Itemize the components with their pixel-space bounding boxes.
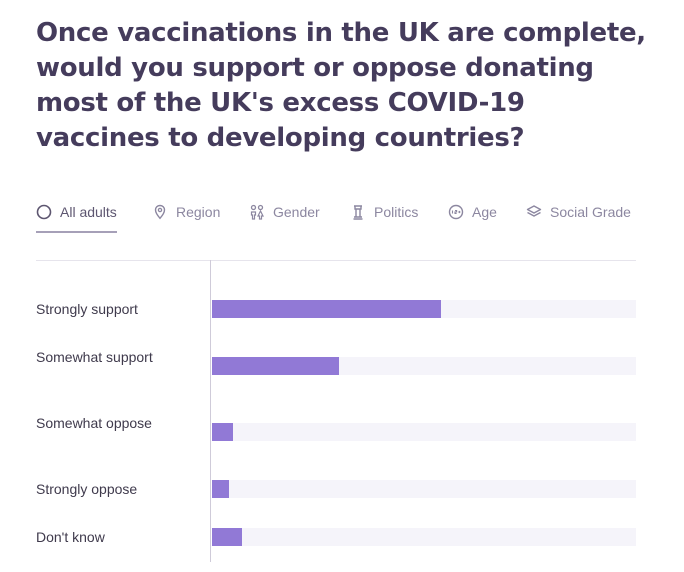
bar-track (212, 300, 636, 318)
gender-icon (249, 204, 265, 220)
tab-label: Region (176, 204, 221, 220)
bar (212, 357, 339, 375)
category-label: Somewhat oppose (36, 415, 152, 431)
age-icon (448, 204, 464, 220)
tab-label: Age (472, 204, 497, 220)
tab-label: Gender (273, 204, 320, 220)
bar-track (212, 528, 636, 546)
circle-icon (36, 204, 52, 220)
tab-age[interactable]: Age (448, 204, 497, 230)
tab-gender[interactable]: Gender (249, 204, 320, 230)
location-pin-icon (152, 204, 168, 220)
bar (212, 423, 233, 441)
bar-track (212, 480, 636, 498)
tab-label: Politics (374, 204, 419, 220)
tab-label: All adults (60, 204, 117, 220)
category-label: Don't know (36, 529, 105, 545)
tab-politics[interactable]: Politics (350, 204, 418, 230)
politics-icon (350, 204, 366, 220)
chart-axis-line (210, 260, 211, 562)
filter-tabs: All adults Region Gender Politics Age So… (36, 200, 636, 233)
bar (212, 300, 441, 318)
bar-track (212, 357, 636, 375)
category-label: Strongly support (36, 301, 138, 317)
layers-icon (526, 204, 542, 220)
tab-all-adults[interactable]: All adults (36, 204, 117, 233)
divider (36, 260, 636, 261)
tab-region[interactable]: Region (152, 204, 220, 230)
tab-social-grade[interactable]: Social Grade (526, 204, 631, 230)
category-label: Strongly oppose (36, 481, 138, 497)
bar-track (212, 423, 636, 441)
tab-label: Social Grade (550, 204, 631, 220)
chart-title: Once vaccinations in the UK are complete… (36, 18, 646, 153)
bar (212, 528, 242, 546)
bar (212, 480, 229, 498)
category-label: Somewhat support (36, 349, 153, 365)
